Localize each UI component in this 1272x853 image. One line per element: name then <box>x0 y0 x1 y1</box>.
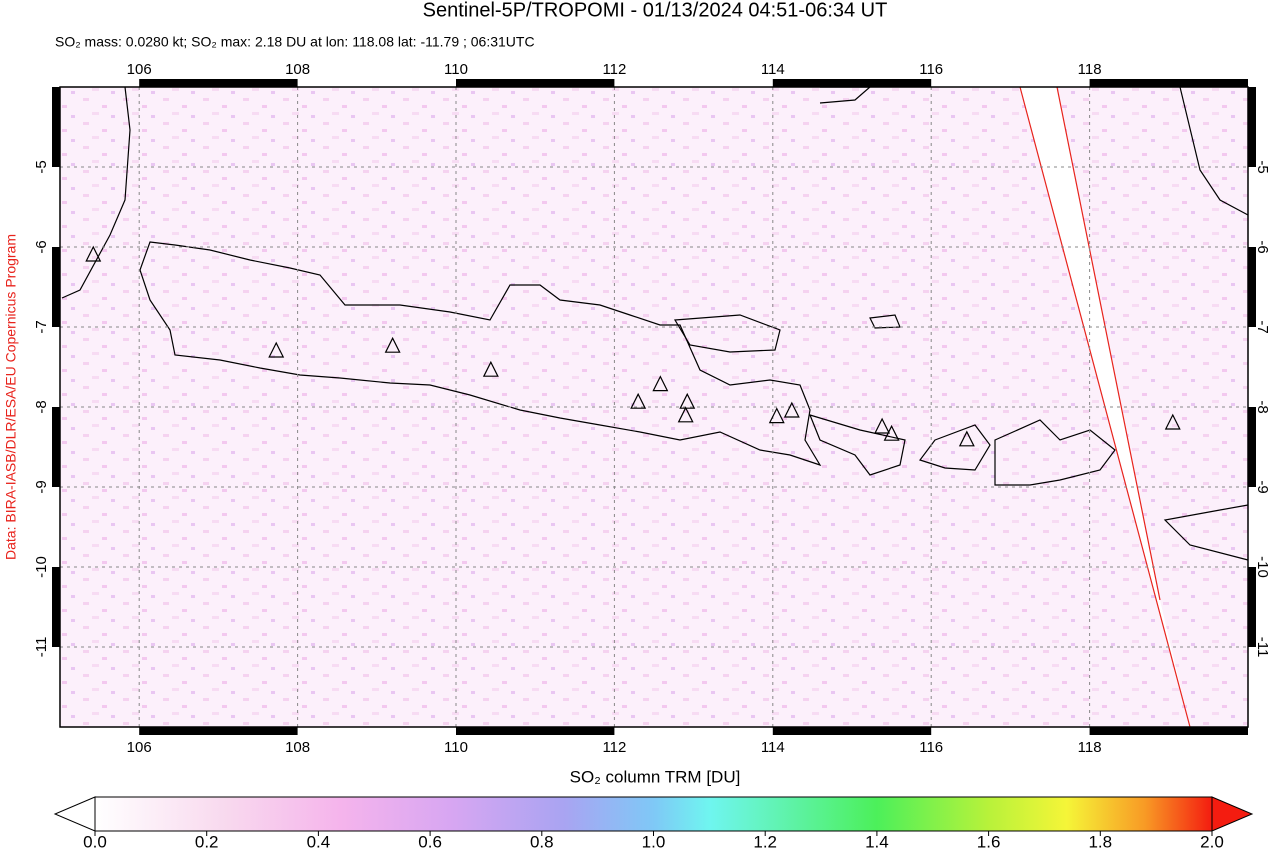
frame-segment <box>1248 567 1256 647</box>
frame-segment <box>1248 407 1256 487</box>
frame-segment <box>1089 727 1248 735</box>
y-tick-label: -10 <box>1254 556 1271 578</box>
y-tick-label: -9 <box>33 480 50 493</box>
volcano <box>268 341 285 358</box>
y-tick-label: -7 <box>33 320 50 333</box>
colorbar-tick-label: 1.4 <box>865 832 889 851</box>
frame-segment <box>52 247 60 327</box>
y-tick-label: -7 <box>1254 320 1271 333</box>
subtitle: SO₂ mass: 0.0280 kt; SO₂ max: 2.18 DU at… <box>55 34 535 50</box>
frame-segment <box>139 727 298 735</box>
colorbar-tick-label: 0.8 <box>530 832 554 851</box>
y-tick-label: -11 <box>1254 637 1271 658</box>
x-tick-label: 112 <box>602 61 626 78</box>
frame-segment <box>456 727 615 735</box>
colorbar-tick-label: 0.6 <box>418 832 442 851</box>
y-tick-label: -6 <box>1254 240 1271 253</box>
colorbar-tick-label: 1.2 <box>753 832 777 851</box>
volcano <box>630 392 647 409</box>
credit: Data: BIRA-IASB/DLR/ESA/EU Copernicus Pr… <box>3 234 19 560</box>
x-tick-label: 110 <box>444 61 468 78</box>
y-tick-label: -10 <box>33 556 50 578</box>
colorbar-tick-label: 1.6 <box>977 832 1001 851</box>
volcano <box>1164 413 1181 430</box>
volcano <box>874 417 891 434</box>
volcano <box>482 360 499 377</box>
colorbar-tick-label: 0.2 <box>195 832 219 851</box>
y-tick-label: -11 <box>33 637 50 658</box>
y-tick-label: -6 <box>33 240 50 253</box>
swath-edge <box>1056 86 1161 601</box>
frame-segment <box>1248 247 1256 327</box>
volcano <box>652 375 669 392</box>
volcano <box>679 392 696 409</box>
frame-segment <box>139 79 298 87</box>
x-tick-label: 114 <box>761 739 785 756</box>
y-tick-label: -5 <box>1254 160 1271 173</box>
y-tick-label: -8 <box>1254 400 1271 413</box>
frame-segment <box>772 727 932 735</box>
x-tick-label: 112 <box>602 739 626 756</box>
volcano <box>677 406 694 423</box>
colorbar-tick-label: 1.8 <box>1088 832 1112 851</box>
volcano <box>883 424 900 441</box>
frame-segment <box>52 87 60 167</box>
volcano <box>768 407 785 424</box>
x-tick-label: 116 <box>919 61 943 78</box>
colorbar-tick-label: 0.4 <box>307 832 331 851</box>
volcano <box>85 245 102 262</box>
x-tick-label: 114 <box>761 61 785 78</box>
map <box>60 86 1249 728</box>
x-tick-label: 118 <box>1078 61 1102 78</box>
x-tick-label: 116 <box>919 739 943 756</box>
colorbar-over <box>1211 796 1254 832</box>
colorbar-tick-label: 0.0 <box>83 832 107 851</box>
volcano <box>783 401 800 418</box>
colorbar-under <box>53 796 96 832</box>
colorbar-tick-label: 2.0 <box>1200 832 1224 851</box>
x-tick-label: 106 <box>127 61 152 78</box>
x-tick-label: 110 <box>444 739 468 756</box>
y-tick-label: -5 <box>33 160 50 173</box>
x-tick-label: 118 <box>1078 739 1102 756</box>
colorbar-tick-label: 1.0 <box>642 832 666 851</box>
frame-segment <box>1248 87 1256 167</box>
frame-segment <box>52 407 60 487</box>
colorbar-label: SO₂ column TRM [DU] <box>570 767 741 786</box>
volcano <box>384 336 401 353</box>
frame-segment <box>52 567 60 647</box>
frame-segment <box>772 79 932 87</box>
y-tick-label: -8 <box>33 400 50 413</box>
x-tick-label: 106 <box>127 739 152 756</box>
frame-segment <box>456 79 615 87</box>
frame-segment <box>1089 79 1248 87</box>
title: Sentinel-5P/TROPOMI - 01/13/2024 04:51-0… <box>423 0 888 21</box>
colorbar <box>94 796 1213 832</box>
x-tick-label: 108 <box>285 739 310 756</box>
y-tick-label: -9 <box>1254 480 1271 493</box>
volcano <box>958 430 975 447</box>
x-tick-label: 108 <box>285 61 310 78</box>
